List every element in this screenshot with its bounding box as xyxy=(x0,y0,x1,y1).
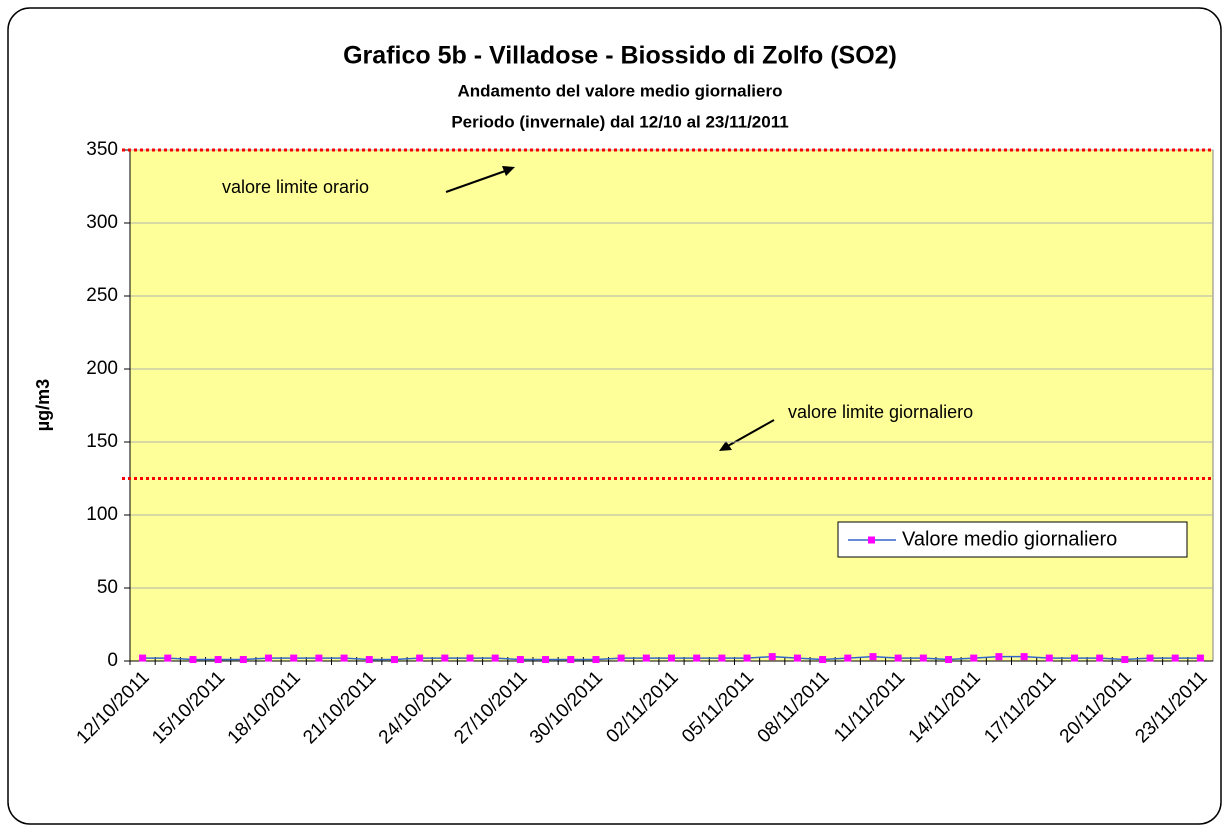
marker xyxy=(139,654,147,662)
marker xyxy=(1096,654,1104,662)
marker xyxy=(1196,654,1204,662)
y-tick-label: 200 xyxy=(86,358,118,379)
annotation: valore limite giornaliero xyxy=(788,402,973,422)
marker xyxy=(340,654,348,662)
y-tick-label: 350 xyxy=(86,139,118,160)
marker xyxy=(491,654,499,662)
marker xyxy=(441,654,449,662)
y-axis-title: µg/m3 xyxy=(33,379,53,431)
marker xyxy=(214,656,222,664)
marker xyxy=(189,656,197,664)
chart-subtitle: Andamento del valore medio giornaliero xyxy=(458,81,783,100)
marker xyxy=(970,654,978,662)
marker xyxy=(1146,654,1154,662)
y-tick-label: 150 xyxy=(86,431,118,452)
marker xyxy=(693,654,701,662)
legend-label: Valore medio giornaliero xyxy=(902,528,1117,550)
marker xyxy=(239,656,247,664)
legend-box xyxy=(837,521,1188,558)
marker xyxy=(164,654,172,662)
marker xyxy=(793,654,801,662)
marker xyxy=(315,654,323,662)
marker xyxy=(768,653,776,661)
y-tick-label: 50 xyxy=(97,577,118,598)
marker xyxy=(668,654,675,662)
annotation-arrow xyxy=(445,169,509,193)
legend-marker xyxy=(868,536,875,544)
plot-area xyxy=(129,149,1214,662)
marker xyxy=(1121,656,1129,664)
marker xyxy=(995,653,1003,661)
marker xyxy=(567,656,575,664)
marker xyxy=(542,656,550,664)
marker xyxy=(617,654,625,662)
marker xyxy=(1171,654,1179,662)
marker xyxy=(819,656,827,664)
arrowhead xyxy=(502,166,515,176)
marker xyxy=(718,654,726,662)
marker xyxy=(743,654,751,662)
marker xyxy=(869,653,877,661)
y-tick-label: 300 xyxy=(86,212,118,233)
marker xyxy=(919,654,927,662)
marker xyxy=(1045,654,1053,662)
marker xyxy=(894,654,902,662)
marker xyxy=(642,654,650,662)
marker xyxy=(516,656,524,664)
y-tick-label: 100 xyxy=(86,504,118,525)
marker xyxy=(592,656,600,664)
marker xyxy=(466,654,474,662)
marker xyxy=(265,654,273,662)
marker xyxy=(365,656,373,664)
annotation: valore limite orario xyxy=(222,177,369,197)
arrowhead xyxy=(719,441,732,451)
marker xyxy=(416,654,424,662)
marker xyxy=(1070,654,1078,662)
y-tick-label: 0 xyxy=(107,650,118,671)
marker xyxy=(1020,653,1028,661)
marker xyxy=(844,654,852,662)
marker xyxy=(390,656,398,664)
marker xyxy=(945,656,953,664)
marker xyxy=(290,654,298,662)
chart-subtitle: Periodo (invernale) dal 12/10 al 23/11/2… xyxy=(451,112,788,131)
y-tick-label: 250 xyxy=(86,285,118,306)
chart-title: Grafico 5b - Villadose - Biossido di Zol… xyxy=(343,42,897,70)
